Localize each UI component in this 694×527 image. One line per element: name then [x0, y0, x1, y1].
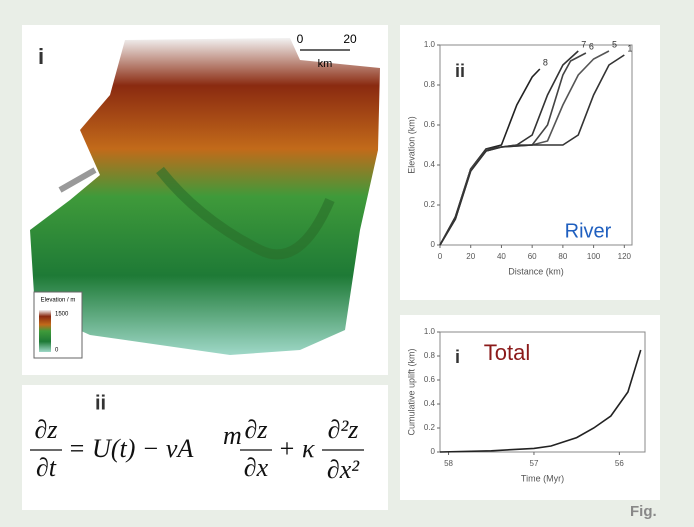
panel-label: i	[38, 44, 44, 69]
scale-label: 20	[343, 32, 357, 46]
equation-part: ∂²z	[328, 415, 359, 444]
y-tick-label: 0.2	[424, 200, 436, 209]
x-tick-label: 56	[615, 459, 624, 468]
y-tick-label: 0.6	[424, 375, 436, 384]
equation-part: ∂x	[244, 453, 269, 482]
legend-ramp	[39, 310, 51, 352]
y-tick-label: 0	[431, 240, 436, 249]
x-tick-label: 80	[558, 252, 567, 261]
equation-part: m	[223, 421, 242, 450]
y-axis-title: Elevation (km)	[406, 116, 416, 174]
series-label: 5	[612, 39, 617, 49]
series-label: 6	[589, 41, 594, 51]
x-axis-title: Distance (km)	[508, 266, 564, 276]
page: i 0 20 km Elevation / m 1500 0 ii ∂z ∂t …	[0, 0, 694, 522]
annotation: Total	[484, 340, 530, 365]
legend-label: 1500	[55, 312, 69, 318]
equation-part: ∂t	[36, 453, 57, 482]
legend-title: Elevation / m	[41, 298, 76, 304]
scale-unit: km	[318, 58, 333, 70]
x-tick-label: 100	[587, 252, 601, 261]
figure: i 0 20 km Elevation / m 1500 0 ii ∂z ∂t …	[0, 0, 694, 522]
x-tick-label: 120	[618, 252, 632, 261]
y-axis-title: Cumulative uplift (km)	[406, 348, 416, 435]
x-axis-title: Time (Myr)	[521, 473, 564, 483]
panel-label: ii	[95, 392, 106, 414]
equation-part: + κ	[278, 434, 315, 463]
series-label: 1	[627, 43, 632, 53]
y-tick-label: 0.8	[424, 80, 436, 89]
x-tick-label: 60	[528, 252, 537, 261]
annotation: River	[565, 220, 612, 242]
panel-label: i	[455, 347, 460, 367]
y-tick-label: 0.6	[424, 120, 436, 129]
x-tick-label: 40	[497, 252, 506, 261]
x-tick-label: 20	[466, 252, 475, 261]
y-tick-label: 0.4	[424, 160, 436, 169]
y-tick-label: 0.8	[424, 351, 436, 360]
equation-part: ∂z	[35, 415, 58, 444]
equation-part: ∂x²	[327, 455, 360, 484]
x-tick-label: 57	[530, 459, 539, 468]
x-tick-label: 58	[444, 459, 453, 468]
panel-label: ii	[455, 61, 465, 81]
scale-label: 0	[297, 32, 304, 46]
y-tick-label: 0	[431, 447, 436, 456]
series-label: 8	[543, 57, 548, 67]
equation-part: ∂z	[245, 415, 268, 444]
y-tick-label: 0.2	[424, 423, 436, 432]
y-tick-label: 0.4	[424, 399, 436, 408]
x-tick-label: 0	[438, 252, 443, 261]
y-tick-label: 1.0	[424, 327, 436, 336]
y-tick-label: 1.0	[424, 40, 436, 49]
footer: Fig.	[630, 503, 657, 520]
series-label: 7	[581, 39, 586, 49]
equation-part: = U(t) − νA	[68, 434, 193, 463]
